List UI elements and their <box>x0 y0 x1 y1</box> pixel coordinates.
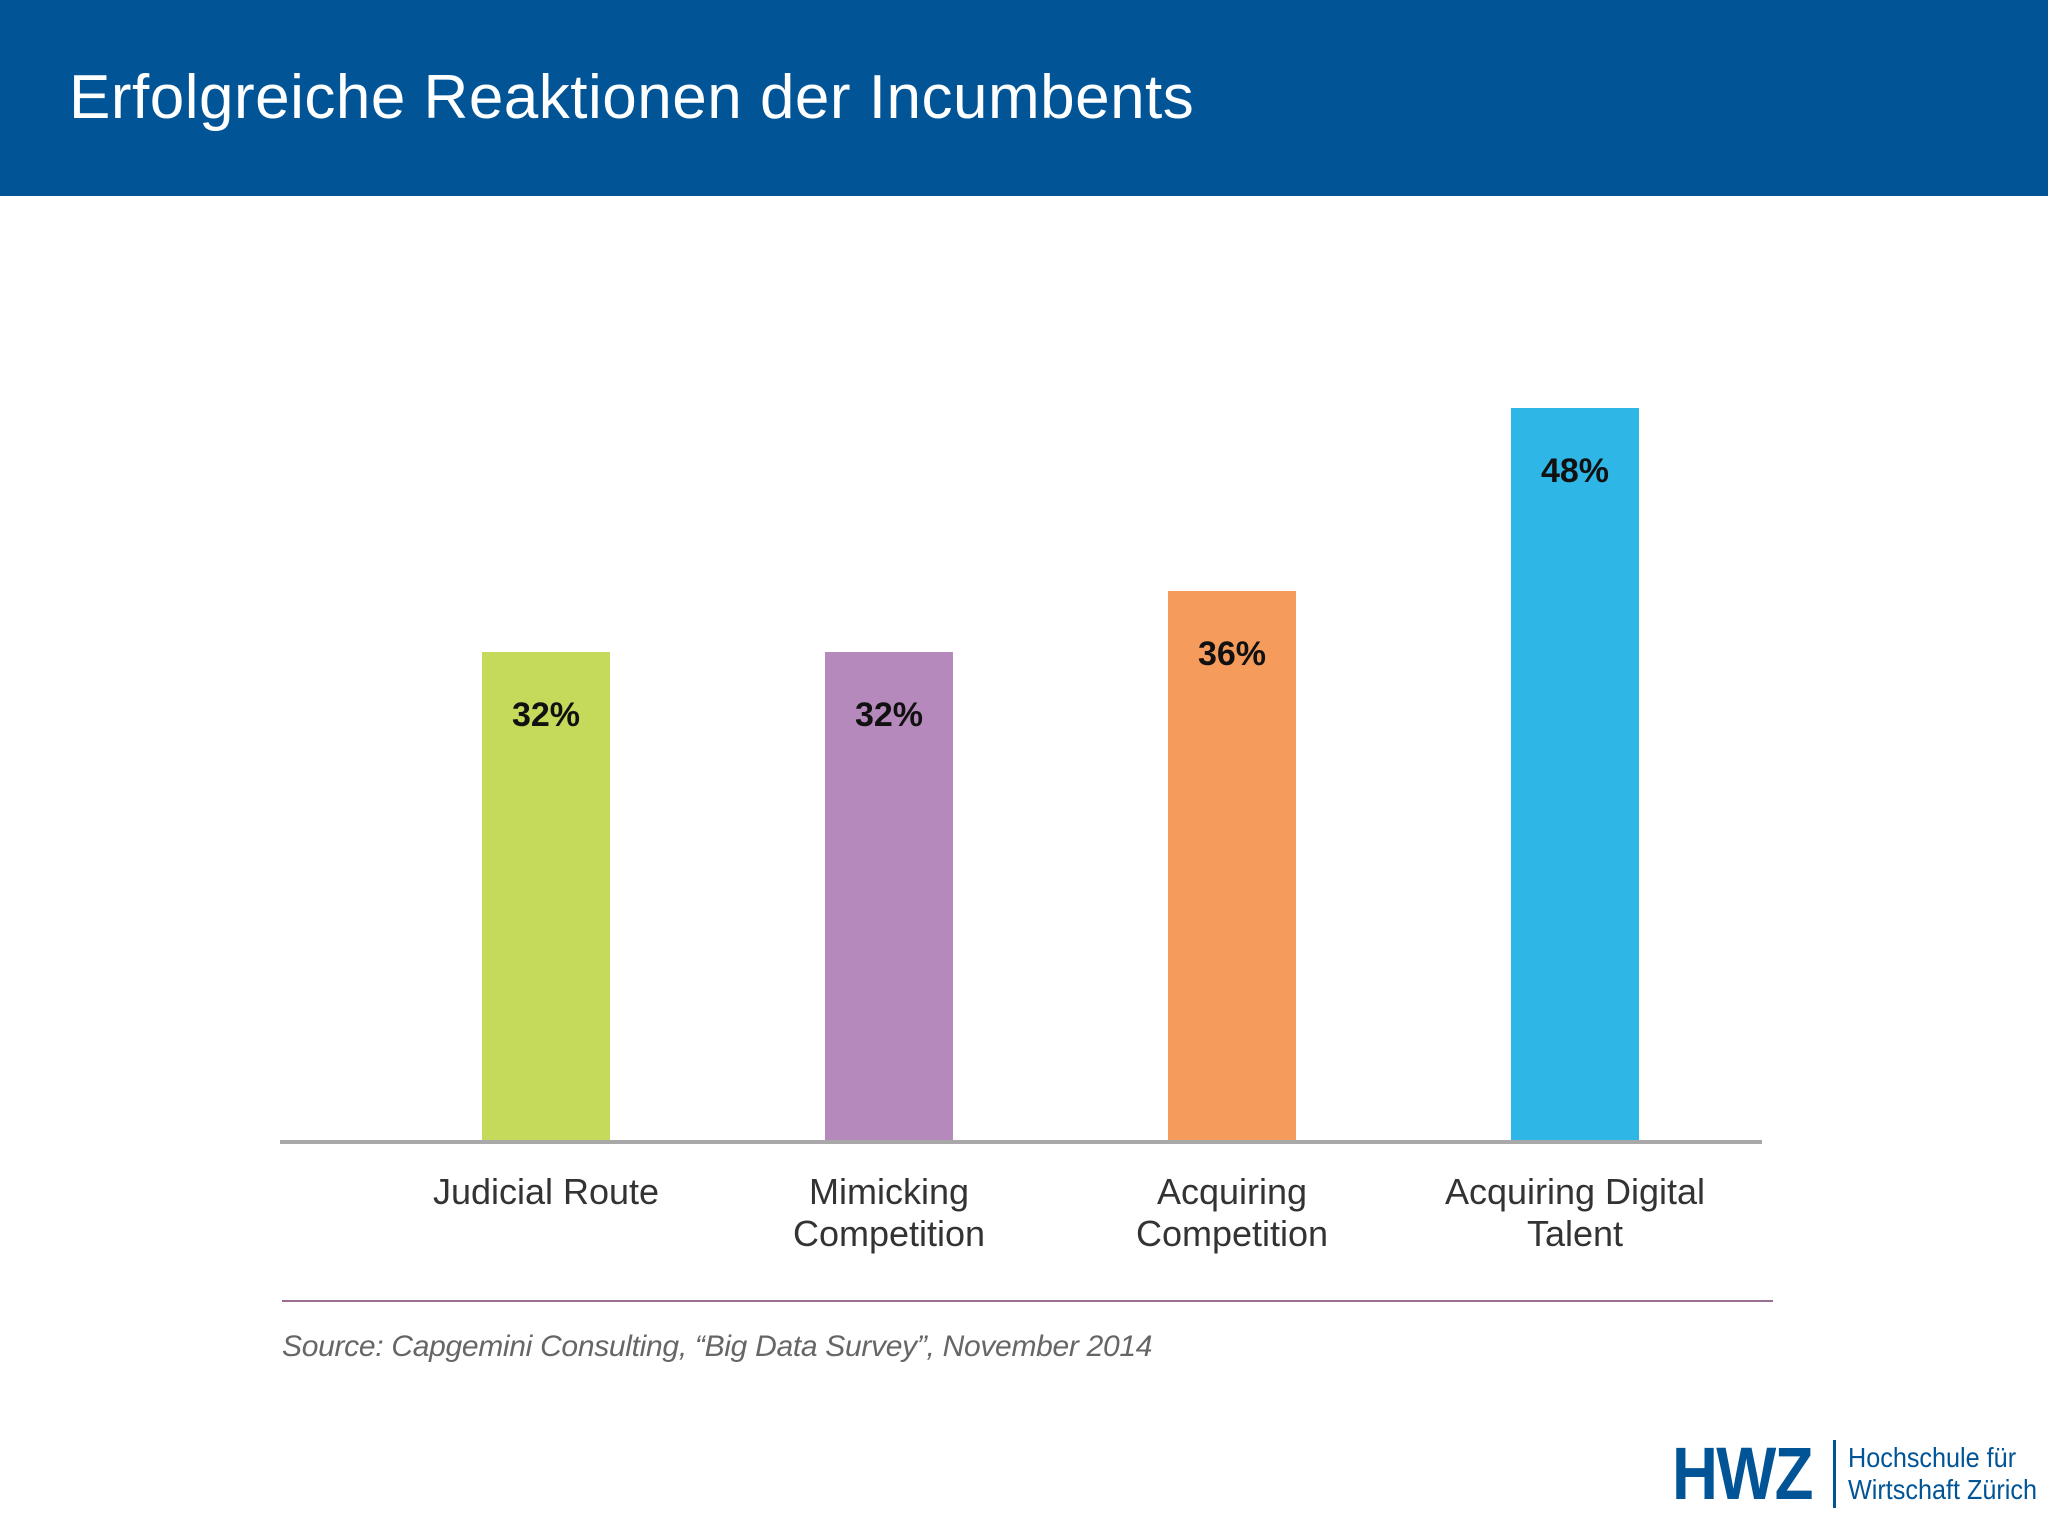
value-label-2: 32% <box>855 696 923 734</box>
bar-1 <box>482 652 610 1140</box>
value-label-4: 48% <box>1541 452 1609 490</box>
logo-divider <box>1832 1440 1836 1508</box>
value-label-3: 36% <box>1198 635 1266 673</box>
category-label-4: Acquiring Digital Talent <box>1445 1171 1705 1254</box>
category-label-1: Judicial Route <box>433 1171 659 1212</box>
logo-line-1: Hochschule für <box>1847 1442 2016 1473</box>
bar-3 <box>1168 591 1296 1140</box>
bar-4 <box>1511 408 1639 1140</box>
hwz-logo: HWZ Hochschule für Wirtschaft Zürich <box>1672 1432 2048 1515</box>
source-note: Source: Capgemini Consulting, “Big Data … <box>282 1330 1153 1363</box>
logo-wordmark: HWZ <box>1672 1432 1813 1515</box>
header-bar: Erfolgreiche Reaktionen der Incumbents <box>0 0 2048 196</box>
category-label-3: Acquiring Competition <box>1136 1171 1328 1254</box>
logo-text: Hochschule für Wirtschaft Zürich <box>1848 1442 2037 1506</box>
bar-2 <box>825 652 953 1140</box>
logo-line-2: Wirtschaft Zürich <box>1847 1474 2037 1505</box>
value-label-1: 32% <box>512 696 580 734</box>
page-title: Erfolgreiche Reaktionen der Incumbents <box>69 63 1195 132</box>
category-label-2: Mimicking Competition <box>793 1171 985 1254</box>
